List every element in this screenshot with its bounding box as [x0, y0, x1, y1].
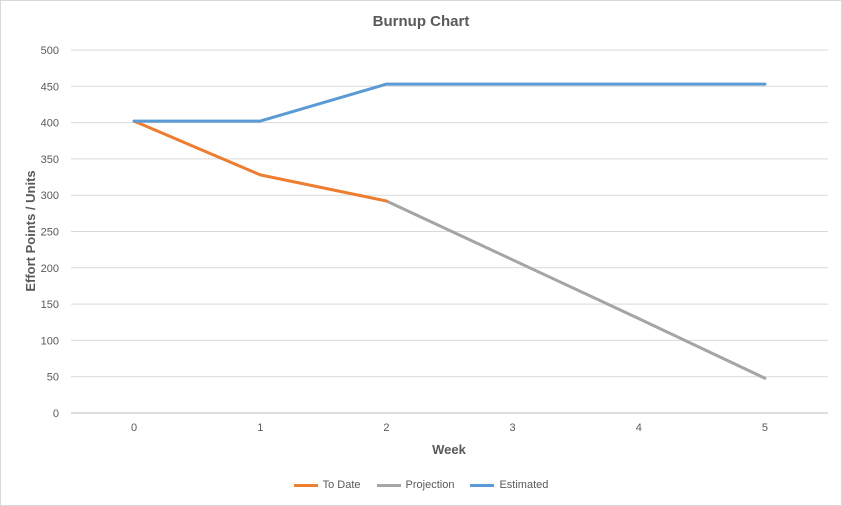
y-tick-label: 400: [41, 118, 59, 130]
y-tick-label: 150: [41, 299, 59, 311]
x-axis-ticks: 0 1 2 3 4 5: [131, 422, 768, 434]
series-line-estimated: [132, 82, 767, 123]
x-axis-title: Week: [432, 442, 466, 457]
x-tick-label: 2: [383, 422, 389, 434]
series-lines: [132, 82, 767, 380]
legend-item: Projection: [376, 479, 455, 491]
x-tick-label: 5: [762, 422, 768, 434]
x-tick-label: 0: [131, 422, 137, 434]
y-tick-label: 500: [41, 45, 59, 57]
legend-swatch: [293, 483, 318, 487]
series-line-to-date: [132, 119, 388, 203]
x-tick-label: 3: [510, 422, 516, 434]
legend-label: Estimated: [499, 479, 549, 491]
series-line-projection: [384, 199, 767, 380]
legend-swatch: [470, 483, 495, 487]
y-tick-label: 350: [41, 154, 59, 166]
legend-label: To Date: [322, 479, 361, 491]
y-axis-title: Effort Points / Units: [23, 170, 38, 291]
y-tick-label: 50: [47, 372, 59, 384]
x-tick-label: 4: [636, 422, 642, 434]
legend: To Date Projection Estimated: [1, 479, 841, 491]
y-axis-ticks: 0 50 100 150 200 250 300 350 400 450 500: [41, 45, 59, 420]
y-tick-label: 250: [41, 227, 59, 239]
x-tick-label: 1: [257, 422, 263, 434]
y-tick-label: 0: [53, 408, 59, 420]
y-tick-label: 100: [41, 335, 59, 347]
legend-label: Projection: [405, 479, 455, 491]
legend-item: Estimated: [470, 479, 548, 491]
y-tick-label: 450: [41, 81, 59, 93]
legend-item: To Date: [293, 479, 361, 491]
y-tick-label: 200: [41, 263, 59, 275]
y-tick-label: 300: [41, 190, 59, 202]
legend-swatch: [376, 483, 401, 487]
chart-title: Burnup Chart: [372, 13, 470, 30]
